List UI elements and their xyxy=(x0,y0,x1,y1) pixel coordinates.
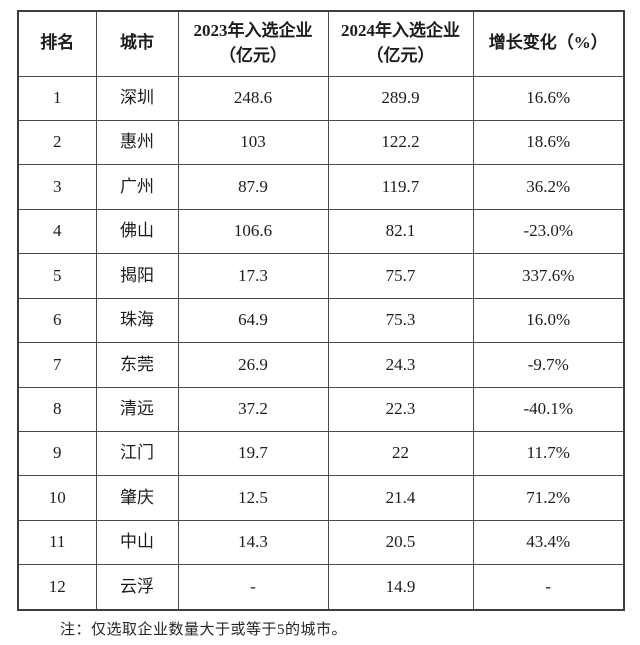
cell-city: 江门 xyxy=(95,430,179,477)
cell-2024: 122.2 xyxy=(327,119,474,166)
cell-rank: 8 xyxy=(17,386,97,433)
cell-change: -9.7% xyxy=(472,342,625,388)
header-2024-value: 2024年入选企业（亿元） xyxy=(327,10,474,77)
cell-rank: 10 xyxy=(17,475,97,521)
cell-2024: 119.7 xyxy=(327,164,474,210)
cell-city: 清远 xyxy=(95,386,179,433)
cell-change: 11.7% xyxy=(472,430,625,477)
cell-2024: 75.7 xyxy=(327,253,474,299)
cell-2023: 37.2 xyxy=(177,386,329,433)
cell-rank: 1 xyxy=(17,75,97,121)
cell-2024: 22.3 xyxy=(327,386,474,433)
cell-2023: 248.6 xyxy=(177,75,329,121)
cell-2023: 19.7 xyxy=(177,430,329,477)
table-row: 12 云浮 - 14.9 - xyxy=(17,564,625,611)
cell-2023: 14.3 xyxy=(177,519,329,566)
cell-2023: 64.9 xyxy=(177,297,329,344)
cell-change: 18.6% xyxy=(472,119,625,166)
table-row: 6 珠海 64.9 75.3 16.0% xyxy=(17,297,625,344)
city-ranking-table: 排名 城市 2023年入选企业（亿元） 2024年入选企业（亿元） 增长变化（%… xyxy=(17,10,625,611)
cell-change: 43.4% xyxy=(472,519,625,566)
cell-2024: 75.3 xyxy=(327,297,474,344)
cell-2023: 87.9 xyxy=(177,164,329,210)
cell-2023: - xyxy=(177,564,329,611)
table-header: 排名 城市 2023年入选企业（亿元） 2024年入选企业（亿元） 增长变化（%… xyxy=(17,10,625,77)
cell-rank: 6 xyxy=(17,297,97,344)
cell-city: 广州 xyxy=(95,164,179,210)
cell-2023: 12.5 xyxy=(177,475,329,521)
cell-2024: 24.3 xyxy=(327,342,474,388)
cell-2024: 20.5 xyxy=(327,519,474,566)
table-row: 7 东莞 26.9 24.3 -9.7% xyxy=(17,342,625,388)
cell-rank: 7 xyxy=(17,342,97,388)
cell-change: -40.1% xyxy=(472,386,625,433)
cell-rank: 11 xyxy=(17,519,97,566)
cell-2023: 17.3 xyxy=(177,253,329,299)
cell-city: 惠州 xyxy=(95,119,179,166)
table-row: 4 佛山 106.6 82.1 -23.0% xyxy=(17,208,625,255)
cell-rank: 12 xyxy=(17,564,97,611)
cell-2024: 14.9 xyxy=(327,564,474,611)
table-row: 8 清远 37.2 22.3 -40.1% xyxy=(17,386,625,433)
city-ranking-table-container: 排名 城市 2023年入选企业（亿元） 2024年入选企业（亿元） 增长变化（%… xyxy=(17,10,625,611)
cell-rank: 5 xyxy=(17,253,97,299)
cell-rank: 2 xyxy=(17,119,97,166)
cell-2023: 106.6 xyxy=(177,208,329,255)
cell-change: 36.2% xyxy=(472,164,625,210)
cell-change: 71.2% xyxy=(472,475,625,521)
cell-2024: 21.4 xyxy=(327,475,474,521)
table-footnote: 注：仅选取企业数量大于或等于5的城市。 xyxy=(60,622,348,638)
cell-city: 云浮 xyxy=(95,564,179,611)
cell-city: 中山 xyxy=(95,519,179,566)
cell-city: 深圳 xyxy=(95,75,179,121)
cell-2024: 22 xyxy=(327,430,474,477)
table-row: 5 揭阳 17.3 75.7 337.6% xyxy=(17,253,625,299)
cell-2024: 82.1 xyxy=(327,208,474,255)
cell-change: 337.6% xyxy=(472,253,625,299)
table-row: 1 深圳 248.6 289.9 16.6% xyxy=(17,75,625,121)
cell-2023: 103 xyxy=(177,119,329,166)
cell-2023: 26.9 xyxy=(177,342,329,388)
cell-2024: 289.9 xyxy=(327,75,474,121)
table-row: 10 肇庆 12.5 21.4 71.2% xyxy=(17,475,625,521)
cell-change: -23.0% xyxy=(472,208,625,255)
cell-change: 16.0% xyxy=(472,297,625,344)
cell-city: 佛山 xyxy=(95,208,179,255)
cell-rank: 3 xyxy=(17,164,97,210)
table-row: 3 广州 87.9 119.7 36.2% xyxy=(17,164,625,210)
header-rank: 排名 xyxy=(17,10,97,77)
cell-city: 珠海 xyxy=(95,297,179,344)
cell-rank: 4 xyxy=(17,208,97,255)
table-row: 11 中山 14.3 20.5 43.4% xyxy=(17,519,625,566)
cell-city: 揭阳 xyxy=(95,253,179,299)
header-city: 城市 xyxy=(95,10,179,77)
table-row: 2 惠州 103 122.2 18.6% xyxy=(17,119,625,166)
cell-rank: 9 xyxy=(17,430,97,477)
cell-city: 肇庆 xyxy=(95,475,179,521)
table-body: 1 深圳 248.6 289.9 16.6% 2 惠州 103 122.2 18… xyxy=(17,75,625,611)
header-growth-change: 增长变化（%） xyxy=(472,10,625,77)
cell-change: - xyxy=(472,564,625,611)
cell-change: 16.6% xyxy=(472,75,625,121)
header-row: 排名 城市 2023年入选企业（亿元） 2024年入选企业（亿元） 增长变化（%… xyxy=(17,10,625,77)
cell-city: 东莞 xyxy=(95,342,179,388)
header-2023-value: 2023年入选企业（亿元） xyxy=(177,10,329,77)
table-row: 9 江门 19.7 22 11.7% xyxy=(17,430,625,477)
